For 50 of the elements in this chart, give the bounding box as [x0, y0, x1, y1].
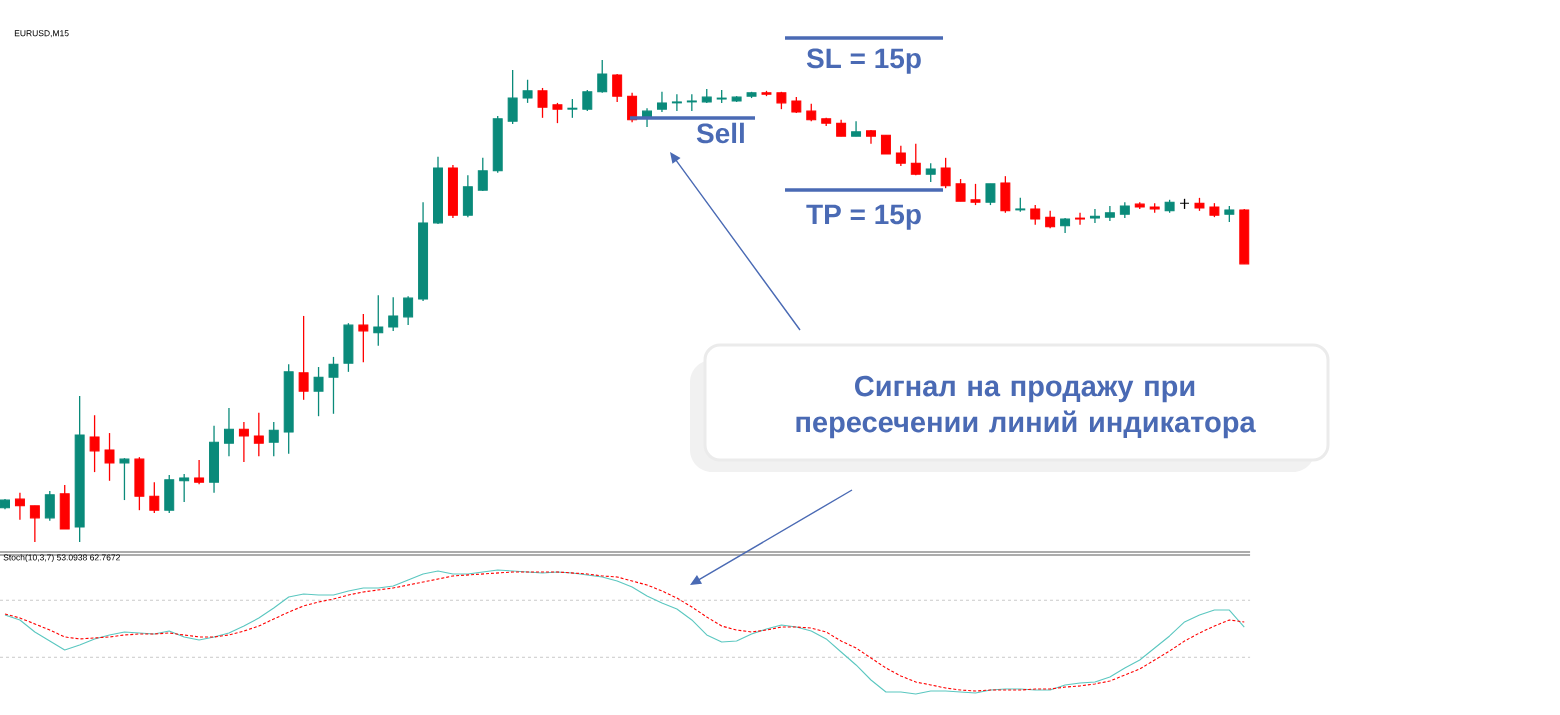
- annotation: TP = 15p: [806, 204, 921, 230]
- candlestick: [1030, 204, 1041, 226]
- candlestick: [14, 492, 25, 521]
- candlestick: [388, 296, 399, 332]
- candlestick: [507, 69, 518, 125]
- candlestick: [567, 98, 578, 119]
- annotation: Sell: [696, 122, 744, 144]
- candlestick: [656, 91, 667, 113]
- candlestick: [925, 162, 936, 183]
- candlestick: [1089, 208, 1100, 224]
- candlestick: [373, 294, 384, 347]
- candlestick: [851, 120, 862, 137]
- chart-title: EURUSD,M15: [14, 30, 69, 38]
- candlestick: [880, 134, 891, 155]
- candlestick: [328, 356, 339, 415]
- candlestick: [597, 59, 608, 94]
- candlestick: [477, 157, 488, 192]
- candlestick: [194, 459, 205, 485]
- candlestick: [537, 87, 548, 119]
- annotation: Сигнал на продажу при пересечении линий индикатора: [796, 375, 1256, 439]
- candlestick: [552, 102, 563, 124]
- candlestick: [403, 295, 414, 326]
- candlestick: [119, 457, 130, 501]
- candlestick: [910, 143, 921, 176]
- candlestick: [671, 93, 682, 112]
- candlestick: [89, 414, 100, 473]
- chart-title: Stoch(10,3,7) 53.0938 62.7672: [3, 554, 120, 563]
- candlestick: [149, 481, 160, 514]
- candlestick: [298, 315, 309, 401]
- candlestick: [179, 473, 190, 503]
- candlestick: [970, 183, 981, 206]
- annotation: SL = 15p: [806, 48, 921, 74]
- candlestick: [268, 421, 279, 457]
- candlestick: [1104, 205, 1115, 222]
- candlestick: [522, 79, 533, 104]
- candlestick: [223, 407, 234, 457]
- candlestick: [895, 145, 906, 167]
- candlestick: [238, 421, 249, 463]
- candlestick: [44, 490, 55, 522]
- candlestick: [940, 157, 951, 189]
- candlestick: [955, 178, 966, 202]
- candlestick: [582, 89, 593, 112]
- candlestick: [612, 73, 623, 103]
- candlestick: [985, 183, 996, 206]
- candlestick: [1075, 212, 1086, 226]
- candlestick: [358, 313, 369, 363]
- candlestick: [104, 432, 115, 482]
- candlestick: [29, 505, 40, 543]
- candlestick: [253, 412, 264, 457]
- candlestick: [313, 366, 324, 417]
